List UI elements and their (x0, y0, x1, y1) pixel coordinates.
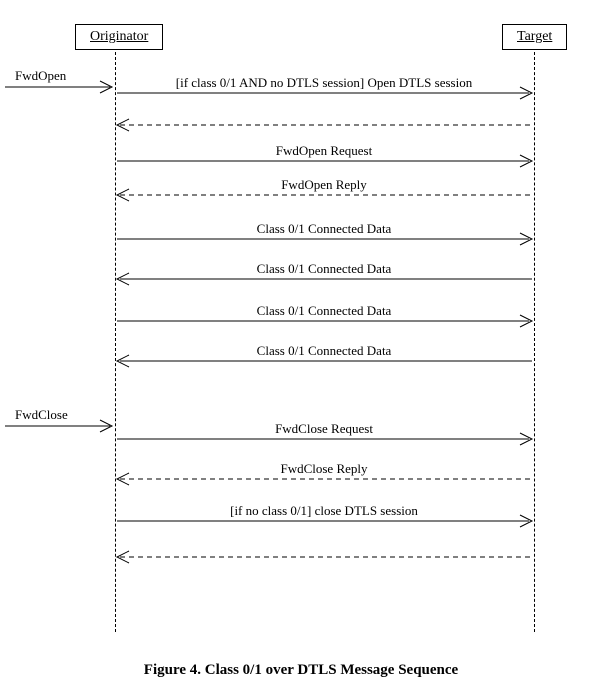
originator-label: Originator (90, 29, 148, 44)
message-arrow-right (115, 154, 535, 168)
message-arrow-right (115, 514, 535, 528)
message-arrow-left (115, 118, 535, 132)
message-arrow-right (115, 432, 535, 446)
message-arrow-left (115, 354, 535, 368)
target-label: Target (517, 29, 552, 44)
originator-box: Originator (75, 24, 163, 50)
message-arrow-right (115, 86, 535, 100)
message-arrow-left (115, 472, 535, 486)
target-box: Target (502, 24, 567, 50)
message-arrow-right (115, 314, 535, 328)
message-arrow-right (115, 232, 535, 246)
message-arrow-left (115, 188, 535, 202)
figure-caption: Figure 4. Class 0/1 over DTLS Message Se… (144, 662, 458, 679)
external-arrow (0, 418, 120, 434)
originator-lifeline (115, 52, 116, 632)
message-arrow-left (115, 272, 535, 286)
target-lifeline (534, 52, 535, 632)
message-arrow-left (115, 550, 535, 564)
external-arrow (0, 79, 120, 95)
